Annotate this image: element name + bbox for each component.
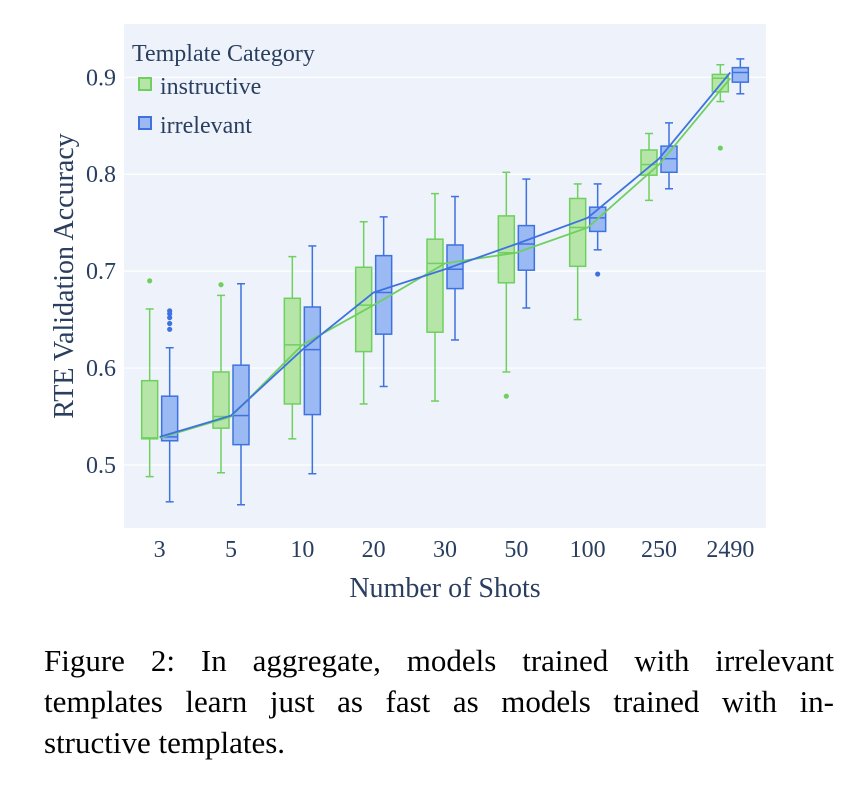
plot-area: [124, 24, 766, 528]
figure-caption: Figure 2: In aggregate, models trained w…: [44, 640, 834, 763]
outlier-point: [595, 271, 601, 277]
outlier-point: [167, 308, 173, 314]
legend-swatch-irrelevant: [138, 116, 152, 130]
y-tick-label: 0.7: [86, 259, 116, 285]
box-plot-chart: 0.5 0.6 0.7 0.8 0.9 3 5 10 20 30 50 100 250 2490 Num…: [49, 24, 766, 604]
legend-title: Template Category: [132, 41, 315, 67]
box-irrelevant-3: [160, 308, 179, 503]
box-body: [232, 364, 250, 446]
box-instructive-100: [568, 183, 587, 321]
box-body: [283, 297, 302, 405]
x-tick-label: 30: [433, 537, 457, 563]
box-body: [497, 215, 516, 284]
y-axis-title: RTE Validation Accuracy: [49, 133, 80, 419]
box-irrelevant-2490: [731, 58, 750, 95]
outlier-point: [218, 282, 224, 288]
x-tick-label: 250: [641, 537, 677, 563]
box-irrelevant-5: [232, 283, 250, 506]
outlier-point: [167, 326, 173, 332]
outlier-point: [167, 320, 173, 327]
y-axis-ticks: 0.5 0.6 0.7 0.8 0.9: [86, 65, 116, 479]
box-body: [140, 379, 159, 440]
box-body: [374, 254, 393, 335]
x-tick-label: 10: [290, 537, 314, 563]
caption-line-3: structive templates.: [44, 725, 286, 760]
x-tick-label: 100: [570, 537, 606, 563]
outlier-point: [167, 315, 173, 321]
box-irrelevant-30: [446, 195, 464, 341]
x-tick-label: 50: [504, 537, 528, 563]
legend-swatch-instructive: [138, 77, 152, 91]
outlier-point: [147, 278, 153, 284]
box-body: [160, 395, 179, 442]
x-axis-title: Number of Shots: [349, 573, 540, 604]
box-instructive-30: [426, 192, 444, 402]
box-body: [446, 244, 464, 290]
box-body: [354, 266, 373, 353]
mean-line-irrelevant: [159, 71, 732, 438]
y-tick-label: 0.8: [86, 162, 116, 188]
box-body: [212, 371, 230, 429]
box-instructive-3: [140, 278, 159, 478]
box-instructive-5: [212, 282, 230, 474]
box-body: [426, 238, 444, 333]
x-tick-label: 2490: [706, 537, 754, 563]
y-tick-label: 0.9: [86, 65, 116, 91]
caption-line-1: Figure 2: In aggregate, models trained w…: [44, 643, 834, 678]
x-tick-label: 20: [362, 537, 386, 563]
box-irrelevant-20: [374, 216, 393, 388]
gridlines: [124, 76, 766, 466]
box-instructive-50: [497, 171, 516, 399]
outlier-point: [717, 145, 723, 151]
legend-label-instructive: instructive: [160, 74, 261, 100]
x-axis-ticks: 3 5 10 20 30 50 100 250 2490: [154, 537, 755, 563]
legend-label-irrelevant: irrelevant: [160, 113, 252, 139]
legend: Template Category instructive irrelevant: [132, 41, 315, 139]
x-tick-label: 3: [154, 537, 166, 563]
y-tick-label: 0.6: [86, 356, 116, 382]
outlier-point: [503, 393, 509, 399]
box-irrelevant-10: [303, 245, 322, 475]
mean-lines: [159, 71, 732, 439]
x-tick-label: 5: [225, 537, 237, 563]
box-irrelevant-50: [517, 178, 536, 309]
box-instructive-20: [354, 220, 373, 405]
y-tick-label: 0.5: [86, 453, 116, 479]
box-body: [303, 306, 322, 416]
caption-line-2: templates learn just as fast as models t…: [44, 684, 834, 719]
box-body: [517, 224, 536, 271]
box-body: [568, 197, 587, 268]
box-body: [731, 66, 750, 83]
